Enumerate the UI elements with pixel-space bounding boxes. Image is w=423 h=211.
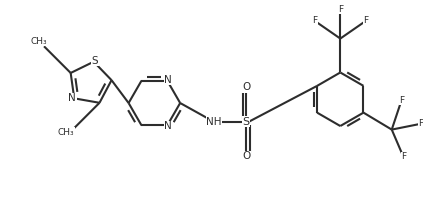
Text: F: F (401, 153, 407, 161)
Text: CH₃: CH₃ (31, 37, 47, 46)
Text: S: S (91, 56, 98, 66)
Text: N: N (165, 75, 172, 85)
Text: CH₃: CH₃ (58, 128, 74, 137)
Text: NH: NH (206, 117, 222, 127)
Text: S: S (242, 117, 250, 127)
Text: F: F (338, 5, 343, 14)
Text: F: F (363, 16, 368, 25)
Text: N: N (69, 93, 76, 103)
Text: F: F (418, 119, 423, 128)
Text: F: F (400, 96, 405, 105)
Text: F: F (312, 16, 317, 25)
Text: O: O (242, 83, 250, 92)
Text: O: O (242, 151, 250, 161)
Text: N: N (165, 121, 172, 131)
